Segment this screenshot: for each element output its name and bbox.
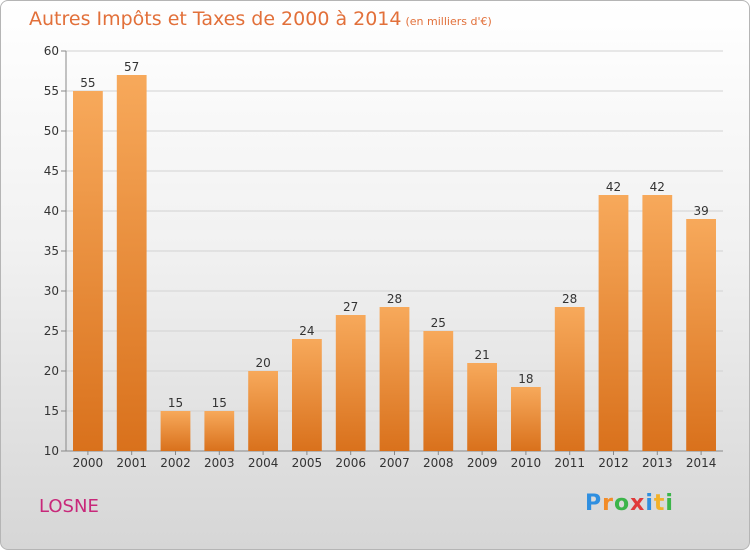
y-tick-label: 55: [44, 84, 59, 98]
place-name: LOSNE: [39, 496, 99, 517]
bar: [204, 411, 235, 451]
bar: [554, 307, 585, 451]
bar: [467, 363, 497, 451]
x-tick-label: 2001: [116, 456, 147, 470]
y-tick-label: 60: [44, 44, 59, 58]
data-label: 39: [693, 204, 708, 218]
proxiti-logo: Proxiti: [585, 491, 674, 516]
bar: [335, 315, 366, 451]
data-label: 21: [474, 348, 489, 362]
bar: [292, 339, 322, 451]
bar: [73, 91, 103, 451]
logo-letter: P: [585, 491, 603, 516]
data-label: 42: [650, 180, 665, 194]
bar: [642, 195, 673, 451]
x-tick-label: 2010: [511, 456, 542, 470]
bar: [423, 331, 454, 451]
bar: [248, 371, 278, 451]
data-label: 24: [299, 324, 314, 338]
bar: [511, 387, 541, 451]
y-tick-label: 45: [44, 164, 59, 178]
data-label: 20: [255, 356, 270, 370]
data-label: 28: [387, 292, 402, 306]
y-tick-label: 15: [44, 404, 59, 418]
data-label: 25: [431, 316, 446, 330]
logo-letter: o: [613, 491, 631, 516]
logo-letter: x: [630, 491, 646, 516]
x-tick-label: 2002: [160, 456, 191, 470]
data-label: 15: [168, 396, 183, 410]
x-tick-label: 2005: [292, 456, 323, 470]
data-label: 57: [124, 60, 139, 74]
y-tick-label: 25: [44, 324, 59, 338]
data-label: 42: [606, 180, 621, 194]
bar: [116, 75, 147, 451]
title-unit: (en milliers d'€): [405, 15, 492, 28]
data-label: 55: [80, 76, 95, 90]
x-tick-label: 2007: [379, 456, 410, 470]
x-tick-label: 2014: [686, 456, 717, 470]
y-tick-label: 40: [44, 204, 59, 218]
x-tick-label: 2012: [598, 456, 629, 470]
x-tick-label: 2011: [554, 456, 585, 470]
x-tick-label: 2003: [204, 456, 235, 470]
y-tick-label: 35: [44, 244, 59, 258]
x-tick-label: 2013: [642, 456, 673, 470]
data-label: 28: [562, 292, 577, 306]
logo-letter: t: [653, 491, 666, 516]
y-tick-label: 10: [44, 444, 59, 458]
x-tick-label: 2000: [73, 456, 104, 470]
bar: [379, 307, 410, 451]
logo-letter: r: [602, 491, 614, 516]
x-tick-label: 2009: [467, 456, 498, 470]
logo-letter: i: [645, 491, 654, 516]
title-text: Autres Impôts et Taxes de 2000 à 2014: [29, 8, 402, 30]
bar: [160, 411, 191, 451]
y-tick-label: 30: [44, 284, 59, 298]
x-tick-label: 2006: [335, 456, 366, 470]
data-label: 27: [343, 300, 358, 314]
y-tick-label: 20: [44, 364, 59, 378]
data-label: 15: [212, 396, 227, 410]
x-tick-label: 2008: [423, 456, 454, 470]
y-tick-label: 50: [44, 124, 59, 138]
bar: [686, 219, 716, 451]
bar: [598, 195, 629, 451]
chart-title: Autres Impôts et Taxes de 2000 à 2014 (en…: [29, 8, 492, 30]
data-label: 18: [518, 372, 533, 386]
logo-letter: i: [665, 491, 674, 516]
x-tick-label: 2004: [248, 456, 279, 470]
